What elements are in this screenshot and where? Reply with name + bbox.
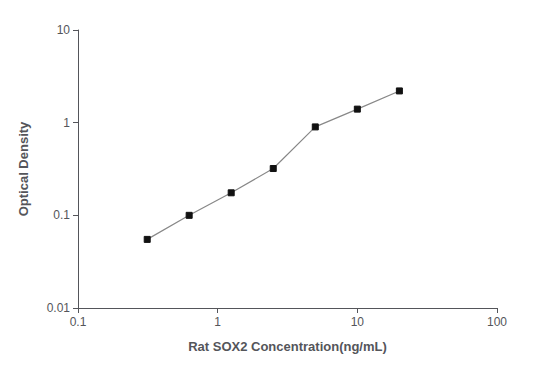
svg-text:10: 10 [351,315,365,329]
svg-text:0.1: 0.1 [70,315,87,329]
svg-text:0.1: 0.1 [53,208,70,222]
svg-text:0.01: 0.01 [47,301,71,315]
svg-text:1: 1 [214,315,221,329]
svg-text:1: 1 [63,116,70,130]
svg-text:Rat SOX2 Concentration(ng/mL): Rat SOX2 Concentration(ng/mL) [188,339,387,354]
svg-text:100: 100 [487,315,507,329]
svg-text:10: 10 [57,23,71,37]
svg-text:Optical Density: Optical Density [16,121,31,216]
